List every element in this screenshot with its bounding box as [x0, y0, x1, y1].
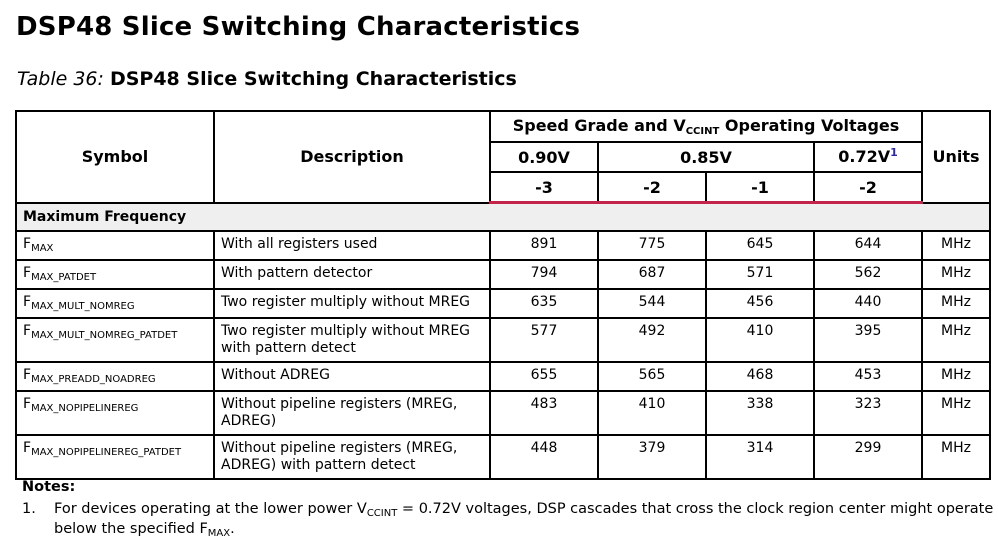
symbol-cell: FMAX_NOPIPELINEREG: [15, 390, 215, 436]
value-cell: 544: [597, 288, 707, 319]
value-cell: 338: [705, 390, 815, 436]
table-caption: Table 36: DSP48 Slice Switching Characte…: [17, 68, 517, 90]
symbol-cell: FMAX_PATDET: [15, 259, 215, 290]
symbol-cell: FMAX_MULT_NOMREG_PATDET: [15, 317, 215, 363]
description-cell: Without pipeline registers (MREG, ADREG)…: [213, 434, 491, 480]
description-cell: With pattern detector: [213, 259, 491, 290]
description-cell: Two register multiply without MREG with …: [213, 317, 491, 363]
table-row: FMAX_NOPIPELINEREG Without pipeline regi…: [15, 390, 991, 436]
value-cell: 395: [813, 317, 923, 363]
value-cell: 492: [597, 317, 707, 363]
value-cell: 645: [705, 230, 815, 261]
value-cell: 468: [705, 361, 815, 392]
value-cell: 794: [489, 259, 599, 290]
value-cell: 565: [597, 361, 707, 392]
header-grade: -1: [705, 171, 815, 204]
header-speed-grade-sub: CCINT: [685, 125, 720, 137]
unit-cell: MHz: [921, 434, 991, 480]
value-cell: 299: [813, 434, 923, 480]
value-cell: 635: [489, 288, 599, 319]
unit-cell: MHz: [921, 288, 991, 319]
section-header: Maximum Frequency: [15, 201, 991, 232]
description-cell: With all registers used: [213, 230, 491, 261]
header-voltage-072-label: 0.72V: [838, 146, 891, 166]
table-row: FMAX_MULT_NOMREG Two register multiply w…: [15, 288, 991, 319]
note-text: For devices operating at the lower power…: [54, 501, 994, 539]
header-symbol: Symbol: [15, 110, 215, 204]
value-cell: 453: [813, 361, 923, 392]
table-row: FMAX_PATDET With pattern detector 794 68…: [15, 259, 991, 290]
value-cell: 891: [489, 230, 599, 261]
notes-title: Notes:: [22, 479, 76, 495]
table-row: FMAX_NOPIPELINEREG_PATDET Without pipeli…: [15, 434, 991, 480]
header-grade: -3: [489, 171, 599, 204]
page-heading: DSP48 Slice Switching Characteristics: [16, 12, 581, 42]
table-row: FMAX_PREADD_NOADREG Without ADREG 655 56…: [15, 361, 991, 392]
header-voltage-072: 0.72V1: [813, 141, 923, 173]
description-cell: Without ADREG: [213, 361, 491, 392]
value-cell: 687: [597, 259, 707, 290]
value-cell: 410: [705, 317, 815, 363]
note-number: 1.: [22, 501, 36, 517]
symbol-cell: FMAX: [15, 230, 215, 261]
table-row: FMAX With all registers used 891 775 645…: [15, 230, 991, 261]
value-cell: 448: [489, 434, 599, 480]
value-cell: 644: [813, 230, 923, 261]
footnote-link[interactable]: 1: [890, 145, 898, 159]
table-caption-number: Table 36:: [17, 68, 104, 90]
value-cell: 410: [597, 390, 707, 436]
header-speed-grade-prefix: Speed Grade and V: [512, 115, 686, 135]
value-cell: 483: [489, 390, 599, 436]
notes-section: Notes: 1. For devices operating at the l…: [22, 478, 994, 540]
value-cell: 379: [597, 434, 707, 480]
symbol-cell: FMAX_PREADD_NOADREG: [15, 361, 215, 392]
unit-cell: MHz: [921, 259, 991, 290]
table-row: FMAX_MULT_NOMREG_PATDET Two register mul…: [15, 317, 991, 363]
unit-cell: MHz: [921, 390, 991, 436]
description-cell: Without pipeline registers (MREG, ADREG): [213, 390, 491, 436]
value-cell: 562: [813, 259, 923, 290]
value-cell: 314: [705, 434, 815, 480]
note-item: 1. For devices operating at the lower po…: [22, 500, 994, 540]
value-cell: 456: [705, 288, 815, 319]
symbol-cell: FMAX_NOPIPELINEREG_PATDET: [15, 434, 215, 480]
header-speed-grade-group: Speed Grade and VCCINT Operating Voltage…: [489, 110, 923, 143]
header-voltage-090: 0.90V: [489, 141, 599, 173]
dsp48-switching-table: Symbol Description Speed Grade and VCCIN…: [15, 110, 991, 480]
table-caption-title: DSP48 Slice Switching Characteristics: [109, 68, 517, 90]
value-cell: 775: [597, 230, 707, 261]
value-cell: 655: [489, 361, 599, 392]
header-grade: -2: [597, 171, 707, 204]
unit-cell: MHz: [921, 230, 991, 261]
unit-cell: MHz: [921, 361, 991, 392]
value-cell: 440: [813, 288, 923, 319]
value-cell: 577: [489, 317, 599, 363]
header-units: Units: [921, 110, 991, 204]
value-cell: 571: [705, 259, 815, 290]
header-voltage-085: 0.85V: [597, 141, 815, 173]
value-cell: 323: [813, 390, 923, 436]
unit-cell: MHz: [921, 317, 991, 363]
header-description: Description: [213, 110, 491, 204]
symbol-cell: FMAX_MULT_NOMREG: [15, 288, 215, 319]
description-cell: Two register multiply without MREG: [213, 288, 491, 319]
header-grade: -2: [813, 171, 923, 204]
header-speed-grade-suffix: Operating Voltages: [719, 115, 900, 135]
